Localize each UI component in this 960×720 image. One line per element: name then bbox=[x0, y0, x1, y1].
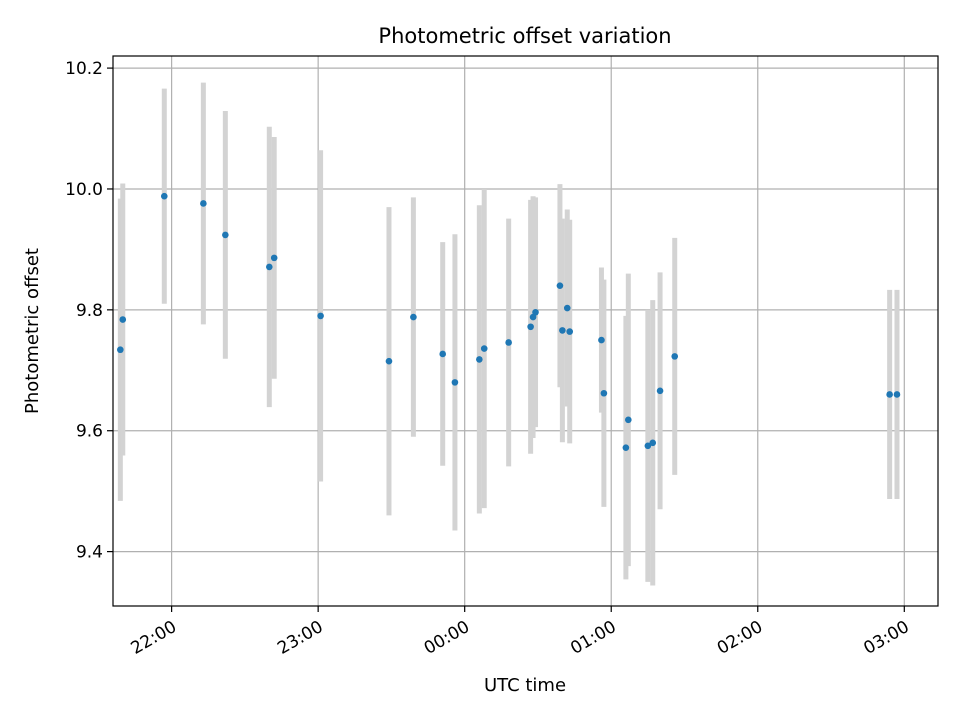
y-tick-label: 10.0 bbox=[65, 180, 103, 200]
data-point bbox=[671, 353, 679, 360]
data-point bbox=[117, 346, 124, 354]
data-point bbox=[532, 308, 539, 316]
data-point bbox=[451, 379, 459, 386]
data-point bbox=[160, 192, 168, 200]
data-point bbox=[598, 336, 605, 344]
data-point bbox=[222, 231, 229, 239]
y-tick-label: 9.4 bbox=[76, 543, 103, 563]
data-point bbox=[625, 416, 632, 424]
y-axis-ticks: 9.4 9.6 9.8 10.0 10.2 bbox=[65, 59, 113, 563]
data-point bbox=[385, 357, 393, 365]
chart-title: Photometric offset variation bbox=[378, 24, 671, 48]
data-point bbox=[649, 439, 657, 447]
data-point bbox=[893, 391, 901, 398]
data-points bbox=[117, 192, 901, 451]
data-point bbox=[410, 313, 417, 321]
data-point bbox=[476, 356, 483, 363]
data-point bbox=[600, 389, 608, 397]
data-point bbox=[622, 444, 630, 451]
data-point bbox=[563, 304, 571, 312]
data-point bbox=[886, 391, 893, 398]
data-point bbox=[480, 345, 488, 352]
y-tick-label: 10.2 bbox=[65, 59, 103, 79]
y-tick-label: 9.8 bbox=[76, 301, 103, 321]
data-point bbox=[527, 323, 534, 331]
plot-frame bbox=[112, 55, 939, 607]
data-point bbox=[270, 254, 278, 262]
data-point bbox=[119, 316, 127, 323]
y-axis-label: Photometric offset bbox=[22, 248, 43, 414]
data-point bbox=[200, 200, 207, 207]
data-point bbox=[439, 350, 447, 358]
data-point bbox=[556, 282, 564, 289]
data-point bbox=[505, 339, 512, 346]
y-tick-label: 9.6 bbox=[76, 422, 103, 442]
data-point bbox=[266, 263, 273, 271]
data-point bbox=[559, 327, 566, 334]
data-point bbox=[644, 442, 652, 450]
data-point bbox=[317, 312, 324, 320]
data-point bbox=[566, 328, 574, 335]
x-axis-label: UTC time bbox=[484, 675, 566, 696]
data-point bbox=[656, 387, 664, 395]
